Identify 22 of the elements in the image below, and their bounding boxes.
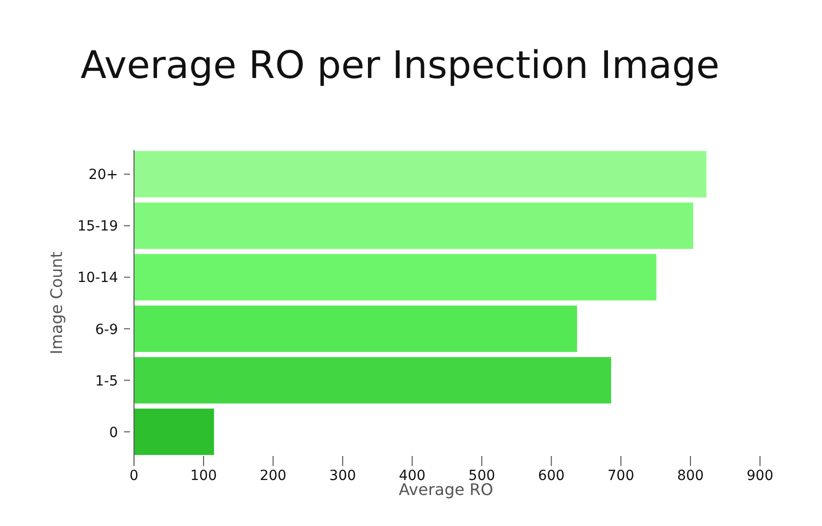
bar [134,408,214,455]
x-tick-label: 900 [746,468,774,484]
y-tick-label: 6-9 [95,322,118,338]
x-tick-label: 200 [260,468,286,484]
bar [134,151,706,198]
x-tick-label: 100 [190,468,217,484]
y-tick-label: 1-5 [95,373,118,390]
chart-title: Average RO per Inspection Image [80,43,720,87]
bar [134,254,656,300]
y-tick-label: 20+ [88,167,118,184]
x-tick-label: 0 [130,468,138,484]
x-tick-label: 300 [329,468,356,484]
y-tick-label: 10-14 [77,270,118,286]
y-tick-label: 0 [109,424,118,441]
bar [134,357,612,404]
x-tick-label: 600 [538,468,565,484]
bar [134,202,694,249]
bar [134,306,578,352]
x-tick-label: 700 [608,468,634,484]
y-axis-title: Image Count [47,252,66,354]
y-tick-label: 15-19 [77,218,118,235]
x-tick-label: 800 [677,468,704,484]
